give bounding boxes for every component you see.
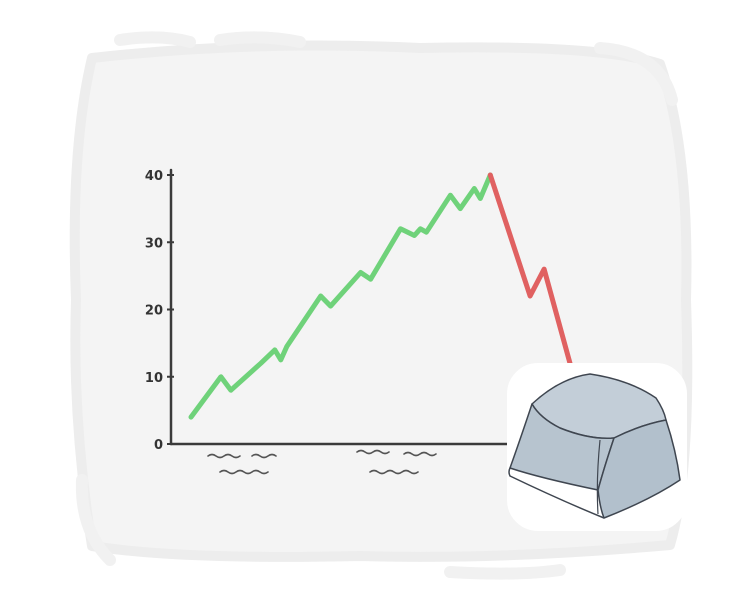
y-tick-label: 30 (145, 236, 163, 251)
series-line-rise (188, 172, 493, 420)
axes (169, 168, 514, 446)
series-layer (188, 172, 573, 420)
y-tick-label: 40 (145, 169, 163, 184)
y-tick-label: 20 (145, 304, 163, 319)
y-ticks: 0 10 20 30 40 (145, 169, 174, 453)
y-tick-label: 10 (145, 371, 163, 386)
series-line-fall (487, 172, 573, 366)
y-tick-label: 0 (154, 438, 163, 453)
keyboard-key-icon (507, 363, 687, 531)
x-scribble-labels (207, 449, 437, 475)
